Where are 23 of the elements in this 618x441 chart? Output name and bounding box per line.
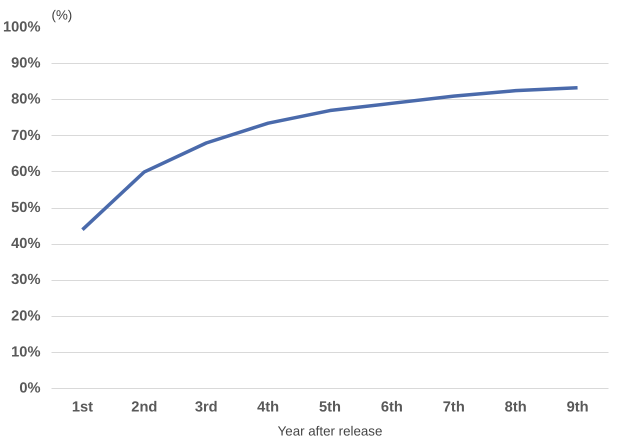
y-tick-label: 10% <box>11 344 41 360</box>
y-tick-label: 60% <box>11 164 41 180</box>
y-tick-label: 80% <box>11 92 41 108</box>
y-axis-title: (%) <box>52 8 72 22</box>
x-tick-label: 9th <box>566 400 589 416</box>
y-tick-label: 20% <box>11 308 41 324</box>
x-tick-label: 8th <box>504 400 527 416</box>
y-tick-label: 100% <box>3 20 41 36</box>
line-series <box>80 86 580 232</box>
x-axis-title: Year after release <box>278 424 382 438</box>
x-tick-label: 6th <box>380 400 403 416</box>
x-tick-label: 4th <box>257 400 280 416</box>
y-tick-label: 70% <box>11 128 41 144</box>
x-tick-label: 2nd <box>131 400 158 416</box>
y-tick-label: 50% <box>11 200 41 216</box>
y-tick-label: 90% <box>11 56 41 72</box>
x-tick-label: 5th <box>319 400 342 416</box>
x-tick-label: 3rd <box>194 400 218 416</box>
x-tick-label: 7th <box>442 400 465 416</box>
x-tick-label: 1st <box>72 400 94 416</box>
y-tick-label: 30% <box>11 272 41 288</box>
y-tick-label: 40% <box>11 236 41 252</box>
y-tick-label: 0% <box>19 380 41 396</box>
